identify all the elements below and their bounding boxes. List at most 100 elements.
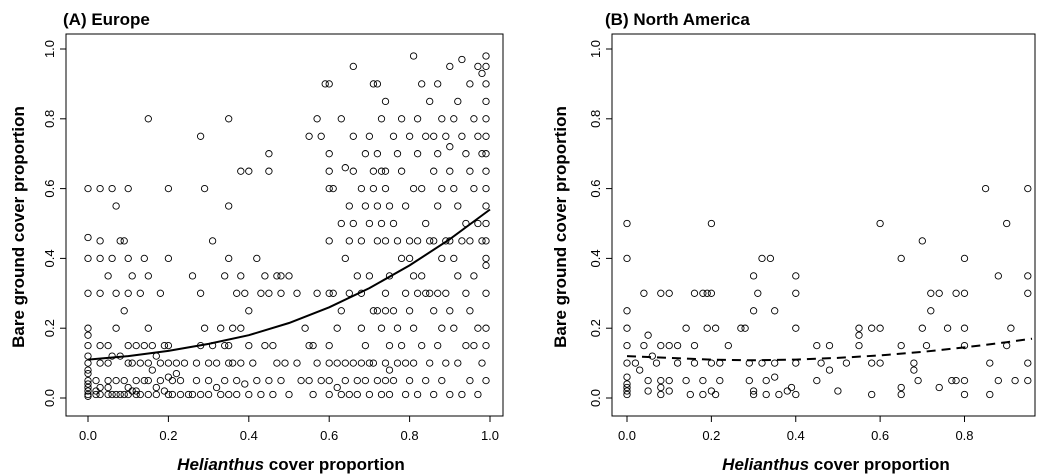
data-point bbox=[434, 289, 442, 297]
data-point bbox=[434, 202, 442, 210]
data-point bbox=[623, 324, 631, 332]
data-point bbox=[96, 383, 104, 392]
data-point bbox=[365, 272, 374, 280]
data-point bbox=[225, 202, 233, 210]
data-point bbox=[762, 376, 770, 385]
data-point bbox=[943, 324, 952, 332]
data-point bbox=[418, 341, 426, 350]
data-point bbox=[377, 115, 386, 123]
data-point bbox=[422, 376, 430, 385]
data-point bbox=[426, 359, 434, 367]
data-point bbox=[325, 289, 333, 297]
data-point bbox=[640, 289, 648, 297]
data-point bbox=[353, 272, 361, 280]
data-point bbox=[345, 390, 353, 399]
data-point bbox=[349, 219, 357, 228]
data-point bbox=[640, 341, 648, 350]
data-point bbox=[960, 341, 969, 350]
data-point bbox=[309, 390, 317, 399]
data-point bbox=[409, 272, 418, 280]
panel-b-y-tick-label: 0.0 bbox=[588, 389, 603, 407]
data-point bbox=[454, 202, 462, 210]
data-point bbox=[381, 359, 390, 367]
data-point bbox=[699, 289, 707, 297]
data-point bbox=[673, 359, 682, 367]
data-point bbox=[377, 324, 386, 332]
data-point bbox=[144, 376, 152, 385]
data-point bbox=[482, 97, 490, 106]
data-point bbox=[212, 383, 221, 392]
data-point bbox=[385, 390, 394, 399]
data-point bbox=[470, 184, 478, 193]
data-point bbox=[313, 115, 321, 123]
data-point bbox=[636, 366, 644, 374]
panel-a-y-tick-label: 0.4 bbox=[42, 249, 57, 267]
data-point bbox=[825, 341, 834, 350]
data-point bbox=[317, 132, 325, 140]
panel-b-ticks: 0.0 0.2 0.4 0.6 0.8 0.0 0.2 0.4 0.6 0.8 1.0 bbox=[588, 40, 974, 443]
data-point bbox=[168, 376, 177, 385]
data-point bbox=[104, 383, 112, 392]
data-point bbox=[994, 376, 1002, 385]
data-point bbox=[393, 237, 402, 245]
data-point bbox=[112, 324, 120, 332]
data-point bbox=[124, 184, 132, 193]
data-point bbox=[430, 390, 438, 399]
data-point bbox=[393, 150, 402, 158]
data-point bbox=[373, 376, 382, 385]
data-point bbox=[249, 359, 257, 367]
data-point bbox=[711, 390, 720, 399]
data-point bbox=[196, 132, 205, 140]
data-point bbox=[783, 387, 791, 395]
data-point bbox=[373, 150, 382, 158]
data-point bbox=[766, 254, 775, 263]
data-point bbox=[225, 359, 233, 367]
panel-a-y-tick-label: 0.2 bbox=[42, 319, 57, 337]
data-point bbox=[482, 52, 490, 60]
data-point bbox=[482, 254, 490, 263]
data-point bbox=[345, 202, 353, 210]
data-point bbox=[369, 184, 378, 193]
panel-a-y-tick-label: 0.0 bbox=[42, 389, 57, 407]
data-point bbox=[349, 167, 357, 175]
data-point bbox=[482, 132, 490, 140]
data-point bbox=[196, 390, 205, 399]
data-point bbox=[737, 324, 745, 332]
panel-b-y-axis-label: Bare ground cover proportion bbox=[551, 106, 570, 348]
panel-a-y-tick-label: 1.0 bbox=[42, 40, 57, 58]
data-point bbox=[426, 237, 434, 245]
data-point bbox=[623, 219, 631, 228]
panel-a-x-tick-label: 0.0 bbox=[79, 428, 97, 443]
data-point bbox=[434, 150, 442, 158]
data-point bbox=[257, 390, 265, 399]
data-point bbox=[466, 167, 474, 175]
data-point bbox=[466, 307, 474, 315]
data-point bbox=[152, 390, 160, 399]
data-point bbox=[1024, 272, 1032, 280]
data-point bbox=[345, 289, 353, 297]
data-point bbox=[313, 359, 321, 367]
data-point bbox=[325, 237, 333, 245]
data-point bbox=[221, 272, 229, 280]
data-point bbox=[221, 341, 229, 350]
data-point bbox=[690, 289, 699, 297]
data-point bbox=[665, 289, 673, 297]
data-point bbox=[707, 219, 716, 228]
data-point bbox=[225, 390, 233, 399]
data-point bbox=[325, 150, 333, 158]
data-point bbox=[349, 359, 357, 367]
data-point bbox=[450, 184, 458, 193]
data-point bbox=[265, 150, 273, 158]
data-point bbox=[409, 184, 418, 193]
data-point bbox=[482, 202, 490, 210]
data-point bbox=[341, 164, 349, 172]
data-point bbox=[84, 390, 92, 399]
panel-b-points bbox=[623, 184, 1032, 399]
data-point bbox=[112, 376, 120, 385]
data-point bbox=[176, 376, 185, 385]
data-point bbox=[152, 383, 160, 392]
data-point bbox=[960, 324, 969, 332]
data-point bbox=[876, 219, 884, 228]
data-point bbox=[305, 132, 313, 140]
data-point bbox=[792, 390, 800, 399]
